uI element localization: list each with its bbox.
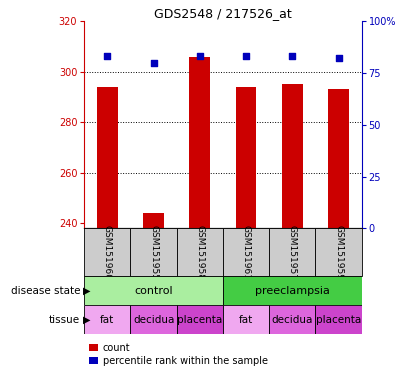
- Bar: [236, 87, 256, 228]
- Text: preeclampsia: preeclampsia: [255, 286, 330, 296]
- Text: GSM151957: GSM151957: [288, 225, 297, 280]
- Text: ▶: ▶: [83, 314, 91, 325]
- Bar: [282, 84, 303, 228]
- Bar: [84, 276, 223, 305]
- Point: [196, 53, 203, 60]
- Text: GSM151955: GSM151955: [149, 225, 158, 280]
- Bar: [328, 89, 349, 228]
- Point: [150, 60, 157, 66]
- Text: fat: fat: [239, 314, 253, 325]
- Text: tissue: tissue: [49, 314, 80, 325]
- Legend: count, percentile rank within the sample: count, percentile rank within the sample: [89, 343, 268, 366]
- Bar: [223, 276, 362, 305]
- Bar: [223, 305, 269, 334]
- Text: control: control: [134, 286, 173, 296]
- Bar: [97, 87, 118, 228]
- Text: GSM151961: GSM151961: [242, 225, 251, 280]
- Text: fat: fat: [100, 314, 115, 325]
- Text: placenta: placenta: [177, 314, 222, 325]
- Text: GSM151959: GSM151959: [334, 225, 343, 280]
- Point: [289, 53, 296, 60]
- Bar: [316, 305, 362, 334]
- Text: decidua: decidua: [133, 314, 174, 325]
- Bar: [189, 56, 210, 228]
- Text: GSM151960: GSM151960: [103, 225, 112, 280]
- Text: decidua: decidua: [272, 314, 313, 325]
- Text: GSM151958: GSM151958: [195, 225, 204, 280]
- Bar: [177, 305, 223, 334]
- Bar: [143, 213, 164, 228]
- Text: disease state: disease state: [11, 286, 80, 296]
- Bar: [316, 228, 362, 276]
- Bar: [223, 228, 269, 276]
- Bar: [84, 228, 130, 276]
- Bar: [130, 228, 177, 276]
- Text: ▶: ▶: [83, 286, 91, 296]
- Text: placenta: placenta: [316, 314, 361, 325]
- Bar: [269, 228, 316, 276]
- Title: GDS2548 / 217526_at: GDS2548 / 217526_at: [154, 7, 292, 20]
- Point: [104, 53, 111, 60]
- Bar: [130, 305, 177, 334]
- Point: [243, 53, 249, 60]
- Bar: [269, 305, 316, 334]
- Bar: [84, 305, 130, 334]
- Bar: [177, 228, 223, 276]
- Point: [335, 55, 342, 61]
